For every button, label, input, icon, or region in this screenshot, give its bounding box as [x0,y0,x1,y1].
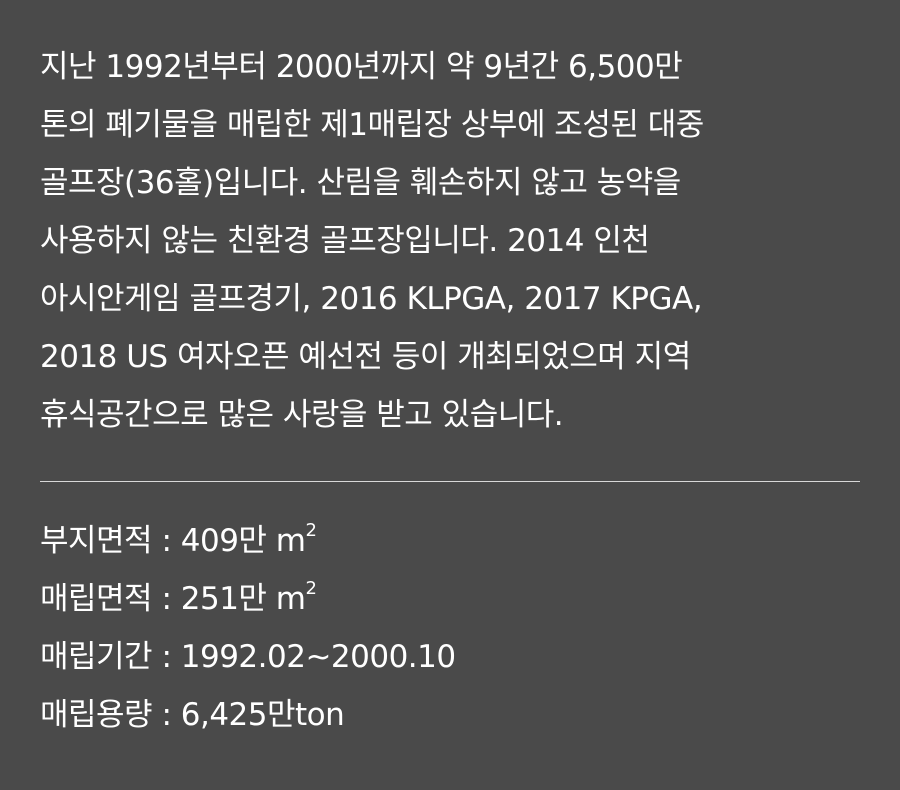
spec-list: 부지면적 : 409만 m2 매립면적 : 251만 m2 매립기간 : 199… [40,512,456,744]
spec-label: 매립면적 [40,581,153,617]
spec-value: 6,425만ton [180,697,345,733]
description-line: 지난 1992년부터 2000년까지 약 9년간 6,500만 [40,49,683,85]
description-text: 지난 1992년부터 2000년까지 약 9년간 6,500만 톤의 폐기물을 … [40,38,870,444]
description-line: 아시안게임 골프경기, 2016 KLPGA, 2017 KPGA, [40,281,703,317]
spec-separator: : [152,581,181,617]
spec-value: 251만 m [180,581,306,617]
spec-label: 매립기간 [40,639,153,675]
spec-value: 1992.02~2000.10 [180,639,456,675]
spec-landfill-capacity: 매립용량 : 6,425만ton [40,686,456,744]
divider [40,481,860,482]
spec-site-area: 부지면적 : 409만 m2 [40,512,456,570]
description-line: 골프장(36홀)입니다. 산림을 훼손하지 않고 농약을 [40,165,681,201]
spec-label: 매립용량 [40,697,153,733]
description-line: 톤의 폐기물을 매립한 제1매립장 상부에 조성된 대중 [40,107,704,143]
spec-unit-exponent: 2 [305,577,317,599]
description-line: 휴식공간으로 많은 사랑을 받고 있습니다. [40,397,564,433]
spec-label: 부지면적 [40,523,153,559]
spec-landfill-period: 매립기간 : 1992.02~2000.10 [40,628,456,686]
spec-separator: : [152,639,181,675]
spec-landfill-area: 매립면적 : 251만 m2 [40,570,456,628]
description-line: 2018 US 여자오픈 예선전 등이 개최되었으며 지역 [40,339,691,375]
description-line: 사용하지 않는 친환경 골프장입니다. 2014 인천 [40,223,650,259]
spec-value: 409만 m [180,523,306,559]
spec-separator: : [152,523,181,559]
spec-separator: : [152,697,181,733]
spec-unit-exponent: 2 [305,519,317,541]
